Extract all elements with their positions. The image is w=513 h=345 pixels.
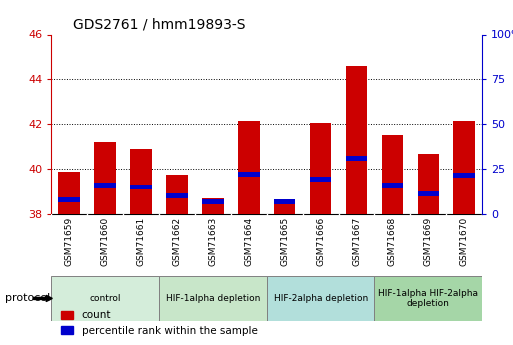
Text: GDS2761 / hmm19893-S: GDS2761 / hmm19893-S — [73, 18, 245, 32]
Bar — [94, 184, 116, 188]
Bar — [238, 172, 260, 177]
Bar — [274, 200, 295, 214]
Text: GSM71668: GSM71668 — [388, 217, 397, 266]
Text: HIF-1alpha HIF-2alpha
depletion: HIF-1alpha HIF-2alpha depletion — [379, 289, 478, 308]
Text: HIF-1alpha depletion: HIF-1alpha depletion — [166, 294, 260, 303]
Bar — [453, 121, 475, 214]
Bar — [310, 177, 331, 181]
Bar — [418, 155, 439, 214]
Bar — [453, 173, 475, 178]
Bar — [166, 194, 188, 198]
Text: protocol: protocol — [5, 294, 50, 303]
Bar — [374, 276, 482, 321]
Bar — [159, 276, 267, 321]
Text: GSM71665: GSM71665 — [280, 217, 289, 266]
Bar — [267, 276, 374, 321]
Bar — [51, 276, 159, 321]
Bar — [346, 66, 367, 214]
Bar — [346, 157, 367, 161]
Text: GSM71667: GSM71667 — [352, 217, 361, 266]
Text: control: control — [89, 294, 121, 303]
Text: HIF-2alpha depletion: HIF-2alpha depletion — [273, 294, 368, 303]
Text: GSM71662: GSM71662 — [172, 217, 182, 266]
Bar — [418, 191, 439, 196]
Bar — [94, 142, 116, 214]
Text: GSM71663: GSM71663 — [208, 217, 218, 266]
Text: GSM71660: GSM71660 — [101, 217, 110, 266]
Text: GSM71659: GSM71659 — [65, 217, 74, 266]
Bar — [238, 121, 260, 214]
Bar — [58, 197, 80, 202]
Bar — [202, 199, 224, 204]
Bar — [166, 175, 188, 214]
Text: GSM71666: GSM71666 — [316, 217, 325, 266]
Bar — [58, 172, 80, 214]
Bar — [382, 135, 403, 214]
Bar — [310, 123, 331, 214]
Bar — [202, 198, 224, 214]
Text: GSM71670: GSM71670 — [460, 217, 469, 266]
Text: GSM71664: GSM71664 — [244, 217, 253, 266]
Bar — [274, 199, 295, 204]
Bar — [382, 184, 403, 188]
Bar — [130, 149, 152, 214]
Bar — [130, 185, 152, 189]
Legend: count, percentile rank within the sample: count, percentile rank within the sample — [56, 306, 262, 340]
Text: GSM71661: GSM71661 — [136, 217, 146, 266]
Text: GSM71669: GSM71669 — [424, 217, 433, 266]
